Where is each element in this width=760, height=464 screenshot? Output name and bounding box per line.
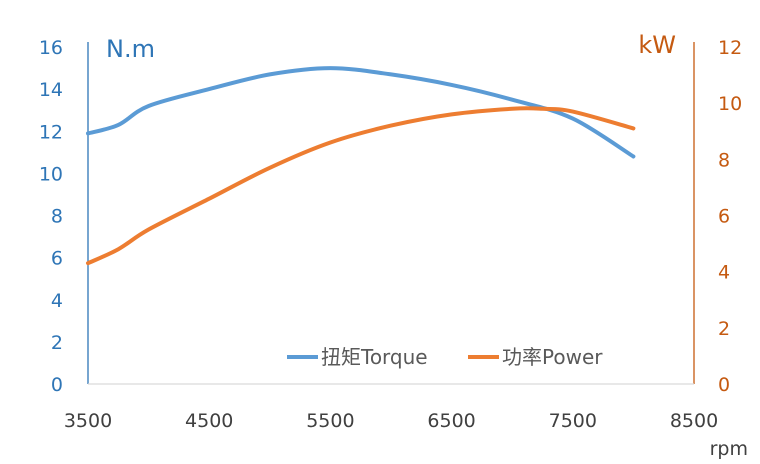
torque-line xyxy=(86,66,636,159)
left-tick-label: 12 xyxy=(39,121,63,143)
series-lines xyxy=(86,66,636,266)
right-tick-label: 8 xyxy=(718,149,730,171)
right-tick-label: 6 xyxy=(718,206,730,228)
x-tick-label: 4500 xyxy=(185,410,233,432)
left-tick-label: 2 xyxy=(51,332,63,354)
left-tick-label: 4 xyxy=(51,290,63,312)
left-axis-unit: N.m xyxy=(106,35,155,63)
legend-label-power: 功率Power xyxy=(502,345,603,369)
right-tick-label: 2 xyxy=(718,318,730,340)
power-line xyxy=(86,106,636,266)
x-tick-label: 6500 xyxy=(427,410,475,432)
left-tick-label: 14 xyxy=(39,79,63,101)
x-tick-label: 7500 xyxy=(549,410,597,432)
legend: 扭矩Torque 功率Power xyxy=(287,345,603,369)
axes xyxy=(87,42,695,385)
right-tick-label: 10 xyxy=(718,93,742,115)
x-tick-label: 3500 xyxy=(64,410,112,432)
left-tick-label: 16 xyxy=(39,37,63,59)
x-tick-label: 8500 xyxy=(670,410,718,432)
tick-labels: 0 2 4 6 8 10 12 14 16 0 2 4 6 8 10 12 3500 4500 5500 6500 75… xyxy=(39,37,742,432)
right-axis-unit: kW xyxy=(638,31,676,59)
right-tick-label: 4 xyxy=(718,262,730,284)
left-tick-label: 8 xyxy=(51,206,63,228)
right-tick-label: 12 xyxy=(718,37,742,59)
left-tick-label: 10 xyxy=(39,163,63,185)
left-tick-label: 6 xyxy=(51,248,63,270)
right-tick-label: 0 xyxy=(718,374,730,396)
x-axis-unit: rpm xyxy=(710,438,748,460)
legend-label-torque: 扭矩Torque xyxy=(321,345,428,369)
x-tick-label: 5500 xyxy=(306,410,354,432)
left-tick-label: 0 xyxy=(51,374,63,396)
